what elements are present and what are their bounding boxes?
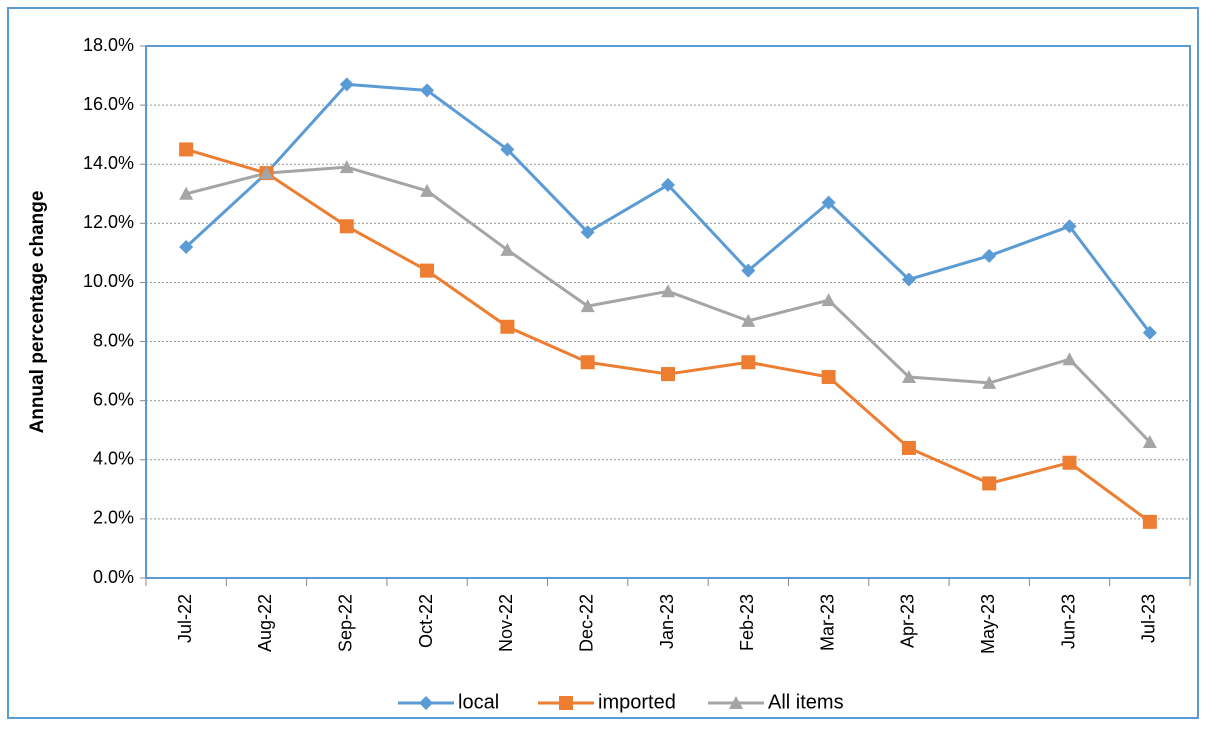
data-point [821,293,836,307]
y-tick-label: 18.0% [83,35,134,55]
data-point [982,375,997,389]
data-point [339,160,354,174]
y-tick-label: 12.0% [83,212,134,232]
x-tick-label: May-23 [978,594,998,654]
x-tick-label: Oct-22 [416,594,436,648]
x-tick-label: Jan-23 [657,594,677,649]
data-point [179,239,194,254]
data-point [901,370,916,384]
data-point [580,299,595,313]
data-point [500,242,515,256]
y-axis-label: Annual percentage change [27,191,48,434]
data-point [821,195,836,210]
x-tick-label: Mar-23 [817,594,837,651]
x-tick-label: Apr-23 [898,594,918,648]
data-point [339,77,354,92]
legend-marker [729,696,743,709]
data-point [901,272,916,287]
y-tick-label: 2.0% [93,508,134,528]
legend-item: local [398,691,499,713]
x-tick-label: Nov-22 [496,594,516,652]
x-tick-label: Dec-22 [576,594,596,652]
legend-label: imported [598,691,676,713]
y-tick-label: 8.0% [93,330,134,350]
x-tick-label: Jun-23 [1058,594,1078,649]
data-point [982,476,997,491]
data-point [661,284,675,298]
plot-frame [145,45,1191,579]
data-point [500,319,515,334]
x-tick-label: Aug-22 [255,594,275,652]
legend-item: All items [708,691,844,713]
x-tick-label: Sep-22 [336,594,356,652]
legend-label: All items [768,691,844,713]
y-tick-label: 6.0% [93,389,134,409]
data-point [179,142,194,157]
x-tick-label: Jul-22 [175,594,195,643]
data-point [741,313,756,327]
data-point [1062,352,1077,366]
data-point [661,367,675,382]
data-point [982,248,997,263]
y-tick-label: 14.0% [83,153,134,173]
y-tick-label: 10.0% [83,271,134,291]
legend-marker [419,696,433,710]
data-point [580,355,595,370]
data-point [420,263,435,278]
data-point [901,440,916,455]
data-point [500,142,515,157]
data-point [179,186,194,200]
x-tick-label: Feb-23 [737,594,757,651]
data-point [259,166,274,180]
legend-marker [559,696,573,710]
data-point [420,83,435,98]
data-point [580,225,595,240]
data-point [1062,455,1077,470]
data-point [1142,435,1157,449]
x-tick-label: Jul-23 [1139,594,1159,643]
data-point [1142,325,1157,340]
data-point [1062,219,1077,234]
data-point [339,219,354,234]
y-tick-label: 16.0% [83,94,134,114]
legend-label: local [458,691,499,713]
legend-item: imported [538,691,676,713]
data-point [821,370,836,385]
data-point [741,355,756,370]
data-point [661,177,675,192]
data-point [741,263,756,278]
y-tick-label: 4.0% [93,449,134,469]
data-point [420,183,435,197]
y-tick-label: 0.0% [93,567,134,587]
data-point [1142,514,1157,529]
